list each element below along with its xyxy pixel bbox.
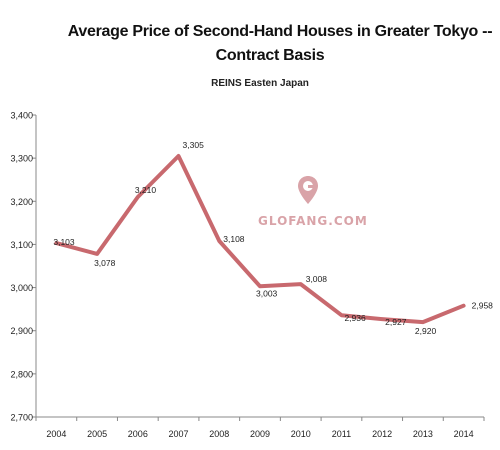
x-tick-label: 2008: [209, 429, 229, 439]
y-tick-label: 3,200: [10, 197, 33, 207]
data-point: [380, 317, 384, 321]
x-tick-label: 2013: [413, 429, 433, 439]
x-tick-label: 2014: [454, 429, 474, 439]
data-label: 2,958: [472, 301, 494, 311]
y-tick-label: 2,800: [10, 369, 33, 379]
x-tick-label: 2005: [87, 429, 107, 439]
watermark: GLOFANG.COM: [258, 175, 368, 228]
data-point: [95, 252, 99, 256]
data-point: [339, 313, 343, 317]
chart-subtitle: REINS Easten Japan: [211, 78, 309, 89]
map-pin-icon: [298, 176, 318, 204]
data-label: 3,008: [306, 274, 328, 284]
x-tick-label: 2009: [250, 429, 270, 439]
chart-title-line-2: Contract Basis: [215, 47, 325, 64]
data-point: [421, 320, 425, 324]
data-label: 3,003: [256, 288, 278, 298]
x-tick-label: 2012: [372, 429, 392, 439]
data-label: 2,920: [415, 326, 437, 336]
x-tick-label: 2011: [332, 429, 351, 439]
x-tick-label: 2006: [128, 429, 148, 439]
data-point: [177, 154, 181, 158]
data-label: 2,927: [385, 317, 407, 327]
data-point: [299, 282, 303, 286]
y-tick-label: 3,000: [10, 283, 33, 293]
watermark-text: GLOFANG.COM: [258, 214, 368, 228]
y-tick-label: 2,900: [10, 326, 33, 336]
x-tick-label: 2007: [169, 429, 189, 439]
data-label: 3,108: [223, 234, 245, 244]
data-label: 3,210: [135, 185, 157, 195]
y-tick-label: 3,100: [10, 240, 33, 250]
y-tick-label: 3,400: [10, 111, 33, 121]
x-tick-label: 2004: [46, 429, 66, 439]
data-point: [136, 195, 140, 199]
x-tick-label: 2010: [291, 429, 311, 439]
data-label: 2,936: [344, 313, 366, 323]
y-tick-label: 2,700: [10, 413, 33, 423]
data-point: [462, 304, 466, 308]
chart-title: Average Price of Second-Hand Houses in G…: [0, 20, 500, 68]
series-line: [54, 154, 466, 325]
y-tick-label: 3,300: [10, 154, 33, 164]
data-label: 3,078: [94, 258, 116, 268]
data-label: 3,305: [183, 140, 205, 150]
chart-title-line-1: Average Price of Second-Hand Houses in G…: [67, 23, 493, 40]
data-label: 3,103: [53, 237, 75, 247]
data-point: [217, 239, 221, 243]
